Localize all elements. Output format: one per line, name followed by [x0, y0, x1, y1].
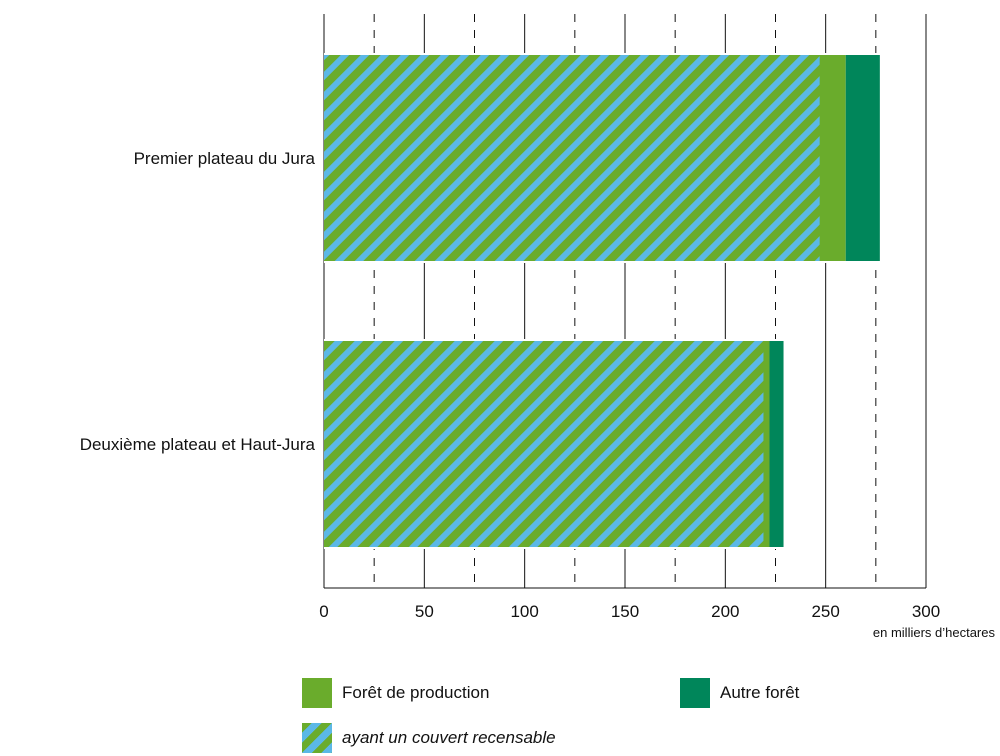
x-tick-label: 100 — [510, 602, 538, 621]
x-axis-unit-label: en milliers d’hectares — [873, 625, 996, 640]
legend-swatch-production — [302, 678, 332, 708]
bar-autre-foret — [845, 55, 880, 261]
chart-svg: Premier plateau du Jura Deuxième plateau … — [80, 14, 996, 640]
legend-label-production: Forêt de production — [342, 683, 490, 702]
x-tick-label: 200 — [711, 602, 739, 621]
x-tick-label: 250 — [811, 602, 839, 621]
tick-labels: 0 50 100 150 200 250 300 — [319, 602, 940, 621]
x-tick-label: 300 — [912, 602, 940, 621]
x-tick-label: 50 — [415, 602, 434, 621]
legend-label-couvert: ayant un couvert recensable — [342, 728, 556, 747]
legend-label-autre: Autre forêt — [720, 683, 800, 702]
bars — [324, 53, 882, 549]
legend-swatch-couvert — [302, 723, 332, 753]
legend-swatch-autre — [680, 678, 710, 708]
x-tick-label: 0 — [319, 602, 328, 621]
x-tick-label: 150 — [611, 602, 639, 621]
category-label: Deuxième plateau et Haut-Jura — [80, 435, 316, 454]
category-label: Premier plateau du Jura — [134, 149, 316, 168]
bar-couvert-recensable — [324, 55, 820, 261]
bar-autre-foret — [769, 341, 784, 547]
bar-couvert-recensable — [324, 341, 764, 547]
legend-item-autre: Autre forêt — [680, 678, 799, 708]
category-labels: Premier plateau du Jura Deuxième plateau … — [80, 149, 316, 454]
legend-item-production: Forêt de production — [302, 678, 489, 708]
legend-item-couvert: ayant un couvert recensable — [302, 723, 556, 753]
